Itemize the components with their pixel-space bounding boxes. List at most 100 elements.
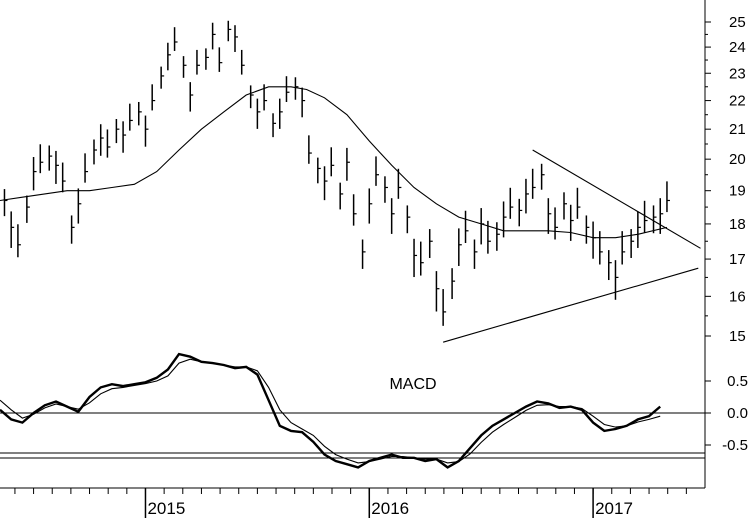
price-bar	[323, 166, 328, 201]
price-bar	[218, 47, 223, 72]
price-tick-label: 23	[729, 65, 746, 82]
price-bar	[652, 205, 657, 234]
price-bar	[263, 84, 268, 111]
price-bar	[352, 194, 357, 226]
price-bar	[211, 22, 216, 50]
price-bar	[151, 84, 156, 111]
price-bar	[10, 211, 15, 248]
price-bar	[428, 229, 433, 258]
price-axis: 15 16 17 18 19 20 21 22 23 24 25	[705, 14, 746, 345]
price-bar	[317, 157, 321, 184]
price-bar	[502, 201, 507, 238]
price-bar	[26, 195, 30, 223]
price-bar	[361, 239, 366, 269]
price-tick-label: 25	[729, 14, 746, 31]
price-bar	[592, 221, 597, 259]
price-bar	[70, 215, 75, 244]
price-bar	[205, 48, 209, 70]
price-bar	[77, 188, 82, 224]
price-bar	[173, 27, 178, 51]
price-bar	[637, 211, 641, 248]
price-bar	[129, 103, 133, 131]
trendlines-layer	[442, 149, 701, 343]
price-bar	[48, 145, 53, 171]
price-bar	[279, 98, 283, 129]
price-bar	[122, 121, 127, 153]
price-bar	[496, 222, 500, 251]
price-bar	[106, 129, 111, 158]
price-bar	[39, 144, 44, 174]
price-bar	[308, 135, 312, 164]
price-bar	[666, 181, 670, 213]
price-bar	[285, 76, 290, 102]
price-tick-label: 22	[729, 93, 746, 110]
price-bar	[518, 198, 523, 227]
price-bar	[397, 168, 402, 199]
price-bar	[435, 271, 440, 312]
price-bar	[480, 208, 485, 245]
price-bar	[576, 187, 581, 219]
price-bar	[442, 289, 447, 326]
price-bar	[540, 163, 545, 190]
price-bar	[643, 200, 648, 233]
price-bar	[17, 224, 21, 258]
macd-tick-label: 0.0	[727, 405, 748, 422]
price-bar	[55, 150, 59, 184]
macd-line	[0, 352, 661, 469]
trendline-lower-line	[442, 267, 699, 343]
price-bar	[547, 198, 552, 234]
price-bar	[420, 241, 424, 276]
price-tick-label: 24	[729, 39, 746, 56]
trendline-upper-line	[532, 149, 701, 249]
price-bar	[249, 85, 254, 109]
year-label: 2015	[147, 499, 185, 518]
price-tick-label: 20	[729, 151, 746, 168]
price-bar	[384, 176, 388, 203]
price-bar	[554, 207, 559, 240]
price-bar	[406, 205, 411, 234]
macd-tick-label: 0.5	[727, 373, 748, 390]
price-tick-label: 21	[729, 121, 746, 138]
price-bar	[487, 220, 491, 254]
price-bar	[301, 87, 306, 118]
price-tick-label: 18	[729, 216, 746, 233]
price-bar	[413, 238, 418, 278]
price-bar	[256, 98, 261, 129]
macd-tick-label: -0.5	[722, 437, 748, 454]
price-bar	[330, 147, 335, 177]
price-bar	[115, 119, 120, 144]
price-bar	[3, 189, 8, 217]
price-bar	[464, 210, 469, 244]
price-bar	[630, 229, 635, 258]
macd-title: MACD	[389, 376, 436, 393]
price-tick-label: 17	[729, 251, 746, 268]
price-bar	[563, 192, 567, 220]
price-bar	[473, 239, 478, 269]
price-bar	[84, 153, 89, 183]
price-bars-layer	[3, 20, 670, 326]
year-label: 2016	[371, 499, 409, 518]
price-bar	[227, 20, 232, 42]
price-tick-label: 16	[729, 288, 746, 305]
year-label: 2017	[595, 499, 633, 518]
price-bar	[61, 162, 66, 193]
price-bar	[509, 187, 514, 219]
price-bar	[525, 178, 529, 214]
price-bar	[93, 139, 97, 165]
price-bar	[99, 124, 104, 156]
signal-line	[0, 358, 661, 464]
price-bar	[621, 231, 626, 265]
price-bar	[339, 182, 344, 210]
price-tick-label: 19	[729, 183, 746, 200]
price-bar	[272, 113, 277, 138]
macd-axis: -0.5 0.0 0.5	[705, 373, 748, 454]
price-bar	[659, 198, 664, 234]
price-bar	[585, 215, 590, 244]
price-bar	[569, 204, 574, 241]
price-bar	[451, 268, 456, 300]
price-bar	[599, 231, 603, 265]
macd-lines-layer	[0, 352, 661, 469]
price-bar	[531, 168, 536, 199]
price-bar	[368, 188, 373, 224]
